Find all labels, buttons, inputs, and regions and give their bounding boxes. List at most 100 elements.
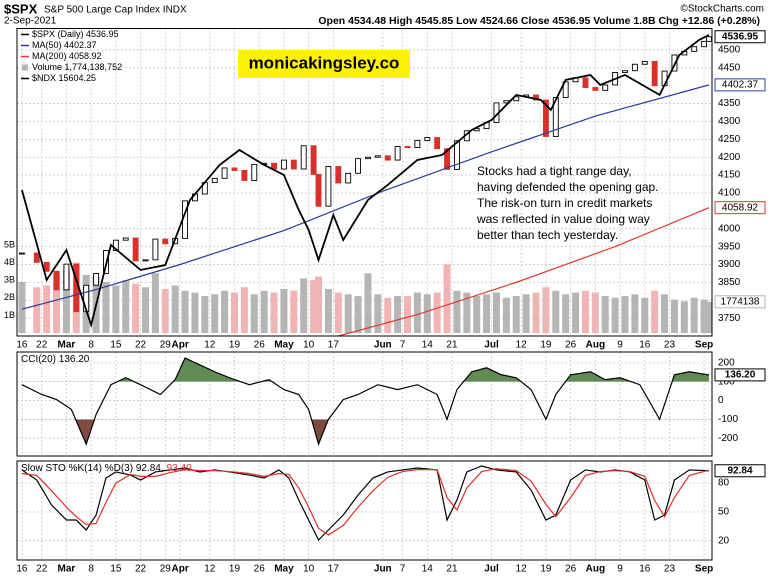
volume-bar [171, 285, 179, 334]
annotation: was reflected in value doing way [476, 212, 650, 226]
volume-bar [33, 287, 41, 334]
volume-bar [700, 299, 708, 334]
series-line [21, 84, 710, 310]
x-tick-label: 16 [16, 564, 28, 575]
plot-area [18, 34, 712, 336]
candle [394, 146, 401, 161]
volume-bar [705, 301, 712, 334]
legend-label: Slow STO %K(14) %D(3) 92.84, [21, 463, 164, 474]
x-tick-label: 22 [135, 564, 147, 575]
volume-bar [601, 296, 609, 334]
x-tick-label: 21 [446, 564, 458, 575]
x-tick-label: 12 [204, 340, 216, 351]
candle [231, 167, 238, 171]
volume-bar [43, 285, 51, 334]
candle [651, 60, 658, 87]
candle [592, 87, 599, 91]
volume-bar [631, 294, 639, 334]
volume-bar [522, 294, 530, 334]
candle [434, 137, 441, 150]
series-line [21, 34, 710, 329]
end-value-box [714, 464, 766, 478]
volume-bar [250, 294, 258, 334]
volume-bar [463, 292, 471, 334]
candle [132, 237, 139, 262]
y2-tick-label: 5B [4, 239, 15, 249]
volume-bar [151, 273, 159, 334]
volume-bar [191, 292, 199, 334]
volume-bar [334, 292, 342, 334]
end-value-box [714, 368, 766, 382]
volume-bar [453, 290, 461, 334]
series-line [338, 207, 710, 336]
volume-bar [641, 297, 649, 334]
volume-bar [423, 294, 431, 334]
x-tick-label: 19 [229, 564, 241, 575]
volume-bar [102, 281, 110, 334]
x-tick-label: Jun [374, 564, 392, 575]
volume-bar [300, 278, 308, 334]
volume-bar [651, 290, 659, 334]
end-value-label: 136.20 [725, 370, 756, 381]
volume-bar [581, 290, 589, 334]
candle [365, 156, 371, 160]
candle [424, 137, 431, 141]
candle [300, 145, 307, 170]
volume-bar [473, 296, 481, 334]
candle [122, 237, 129, 241]
y-tick-label: 80 [718, 478, 730, 489]
x-tick-label: May [274, 340, 294, 351]
x-tick-label: 22 [36, 564, 48, 575]
annotation: having defended the opening gap. [477, 180, 659, 194]
x-tick-label: 23 [664, 564, 676, 575]
x-tick-label: Sep [695, 340, 713, 351]
x-tick-label: Aug [586, 564, 605, 575]
series-line [21, 357, 710, 447]
legend: CCI(20) 136.20 [21, 354, 90, 365]
candle [355, 158, 362, 174]
y-tick-label: -100 [718, 414, 738, 425]
volume-bar [201, 296, 209, 334]
x-tick-label: 9 [617, 564, 623, 575]
volume-bar [315, 276, 323, 334]
candle [414, 139, 421, 149]
volume-bar [112, 285, 120, 334]
candle [280, 159, 287, 170]
volume-bar [260, 290, 268, 334]
x-tick-label: 8 [88, 564, 94, 575]
candle [290, 159, 297, 170]
volume-bar [270, 292, 278, 334]
candle [33, 252, 40, 263]
end-value-label: 4058.92 [722, 202, 759, 213]
y-tick-label: 4200 [718, 152, 741, 163]
volume-bar [18, 281, 26, 334]
candle [602, 84, 609, 91]
candle [622, 70, 628, 73]
x-tick-label: 9 [617, 340, 623, 351]
x-tick-label: May [274, 564, 294, 575]
volume-bar [492, 292, 500, 334]
x-tick-label: 16 [16, 340, 28, 351]
volume-bar [532, 292, 540, 334]
end-value-label: 92.84 [727, 465, 752, 476]
candle [533, 94, 539, 101]
legend: Slow STO %K(14) %D(3) 92.84, 93.40 [21, 463, 192, 474]
candle [142, 259, 149, 262]
end-value-label: 4402.37 [722, 80, 759, 91]
candle [18, 252, 25, 255]
volume-bar [394, 296, 402, 334]
x-tick-label: 12 [516, 564, 528, 575]
candle [93, 272, 100, 286]
x-tick-label: 26 [565, 564, 577, 575]
y-tick-label: 4100 [718, 188, 741, 199]
x-tick-label: 7 [400, 340, 406, 351]
candle [701, 40, 708, 48]
legend-label: MA(200) 4058.92 [32, 51, 102, 61]
x-tick-label: 7 [400, 564, 406, 575]
candle [374, 155, 381, 158]
watermark: monicakingsley.co [249, 53, 400, 72]
volume-bar [374, 294, 382, 334]
x-tick-label: 15 [110, 564, 122, 575]
candle [53, 270, 60, 291]
